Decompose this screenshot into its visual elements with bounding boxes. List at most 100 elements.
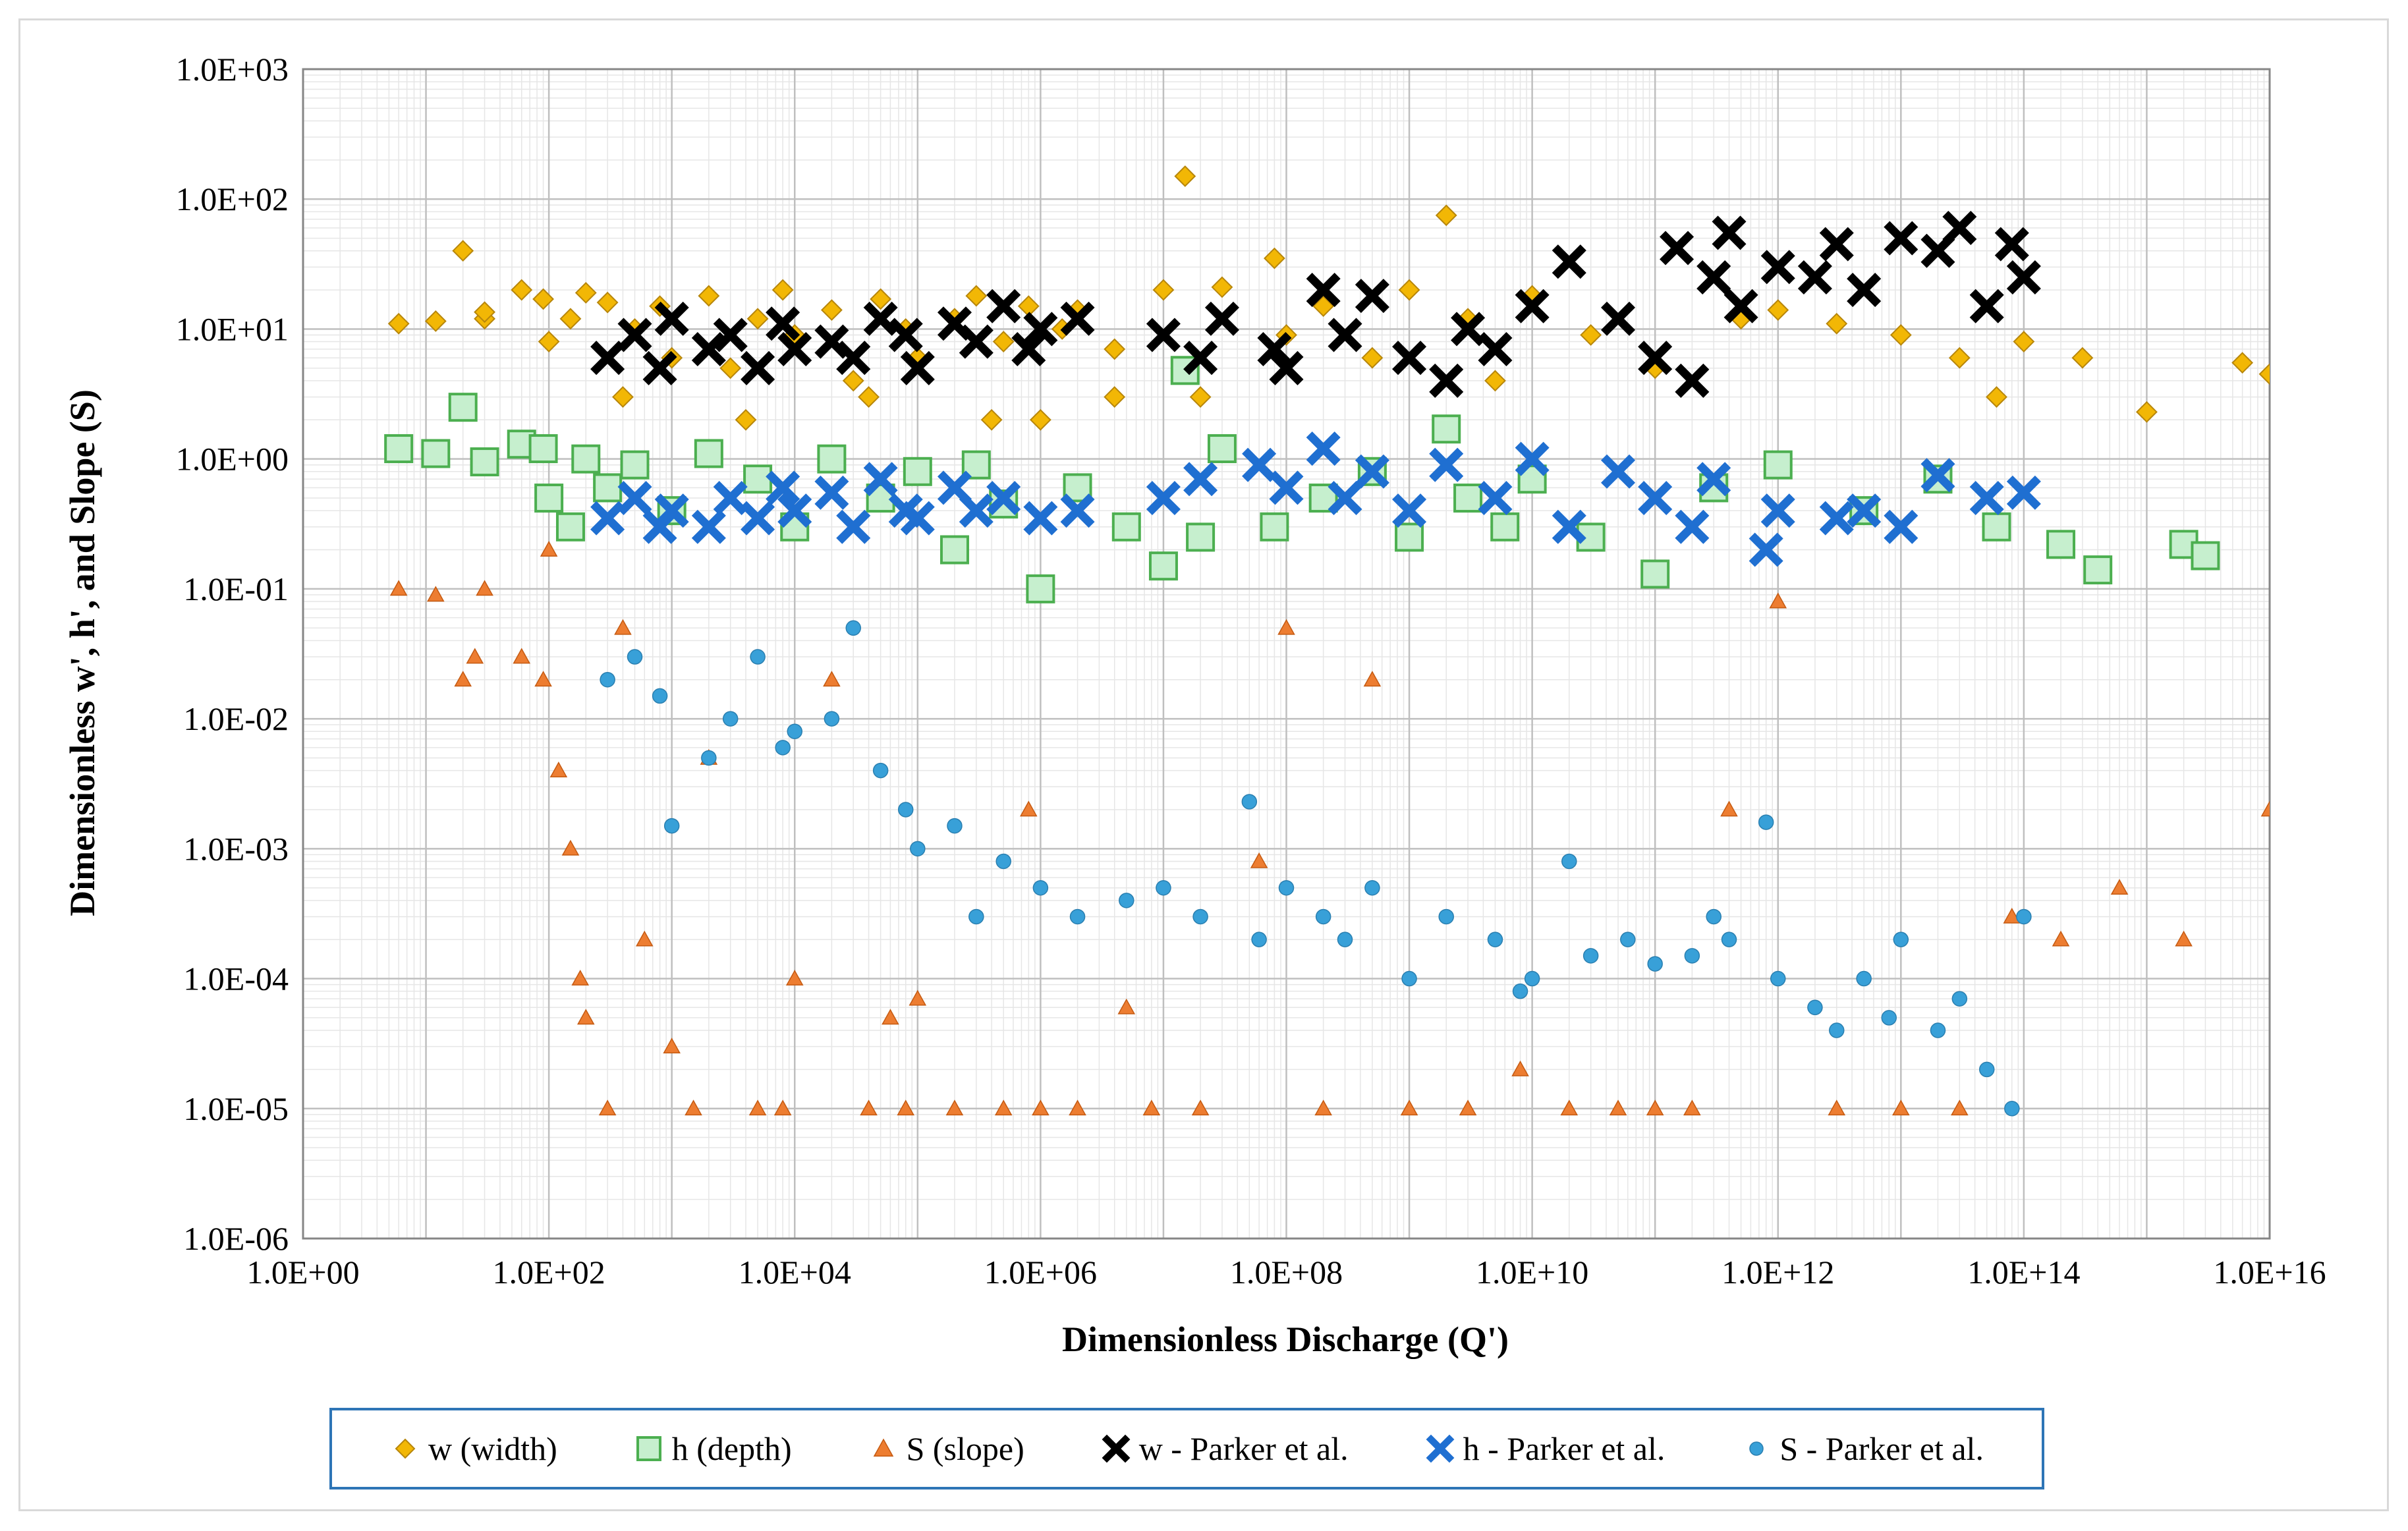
data-point [1856, 970, 1872, 987]
data-point [1328, 481, 1362, 516]
data-point [766, 306, 800, 341]
data-point [387, 312, 410, 335]
data-point [1020, 800, 1038, 817]
data-point [1758, 814, 1774, 830]
legend-marker-shape [1426, 1434, 1454, 1463]
data-point [1920, 233, 1955, 268]
data-point [577, 1009, 595, 1025]
data-point [1257, 331, 1292, 367]
data-point [1211, 276, 1233, 298]
data-point [1683, 1100, 1701, 1116]
data-point [1029, 408, 1051, 431]
data-point [1524, 970, 1540, 987]
data-point [1638, 481, 1673, 516]
data-point [1696, 260, 1731, 294]
data-point [470, 447, 499, 477]
data-point [1978, 1061, 1995, 1078]
data-point [1314, 1100, 1332, 1116]
data-point [2052, 930, 2070, 947]
data-point [2136, 401, 2158, 423]
data-point [1111, 512, 1141, 542]
data-point [511, 279, 533, 301]
data-point [785, 970, 804, 986]
data-point [1451, 312, 1486, 347]
data-point [1278, 879, 1295, 896]
data-point [1696, 462, 1731, 497]
y-tick-label: 1.0E+03 [176, 51, 289, 88]
data-point [614, 619, 632, 635]
data-point [474, 301, 495, 323]
data-point [1951, 1100, 1969, 1116]
data-point [1315, 908, 1331, 925]
data-point [1429, 363, 1464, 398]
data-point [685, 1100, 702, 1116]
data-point [1601, 301, 1636, 336]
data-point [1269, 470, 1304, 505]
data-point [897, 1100, 915, 1116]
data-point [1011, 331, 1046, 367]
data-point [2006, 260, 2041, 294]
data-point [600, 671, 615, 688]
data-point [1250, 852, 1268, 868]
data-point [448, 393, 478, 422]
data-point [860, 1100, 878, 1116]
data-point [1512, 983, 1528, 999]
legend-label: S (slope) [906, 1430, 1024, 1467]
data-point [1484, 370, 1506, 392]
data-point [836, 341, 871, 376]
data-point [1432, 414, 1461, 444]
data-point [900, 350, 935, 385]
data-point [1260, 512, 1289, 542]
data-point [845, 620, 862, 636]
data-point [1601, 454, 1636, 489]
data-point [1241, 794, 1258, 810]
data-point [1951, 991, 1968, 1007]
data-point [549, 762, 568, 777]
data-point [1060, 301, 1095, 336]
data-point [1152, 279, 1175, 301]
data-point [593, 473, 623, 503]
data-point [863, 301, 898, 336]
data-point [1948, 347, 1971, 369]
data-point [2083, 555, 2113, 585]
data-point [1884, 221, 1918, 256]
data-point [1363, 671, 1382, 687]
data-point [654, 301, 689, 336]
data-point [2231, 352, 2254, 374]
data-point [421, 439, 451, 468]
data-point [1174, 165, 1196, 187]
data-point [820, 299, 843, 321]
data-point [2260, 800, 2270, 817]
data-point [1706, 908, 1722, 925]
data-point [1684, 948, 1700, 964]
data-point [691, 331, 726, 367]
data-point [1920, 458, 1955, 493]
data-point [1104, 338, 1126, 360]
y-tick-label: 1.0E+01 [176, 310, 289, 347]
data-point [534, 671, 552, 687]
legend-label: w - Parker et al. [1138, 1430, 1349, 1467]
data-point [1982, 512, 2011, 542]
y-tick-label: 1.0E-01 [183, 571, 289, 607]
data-point [1146, 318, 1181, 352]
data-point [1884, 509, 1918, 544]
data-point [1847, 273, 1882, 308]
scatter-plot: 1.0E-06 1.0E-05 1.0E-04 1.0E-03 1.0E-02 1.0E-… [63, 51, 2326, 1359]
data-point [713, 481, 748, 516]
data-point [452, 240, 474, 262]
legend-marker-shape [636, 1436, 661, 1461]
series-layer [384, 165, 2270, 1117]
data-point [1515, 289, 1550, 323]
data-point [1994, 227, 2029, 262]
data-point [1117, 998, 1136, 1015]
data-point [1398, 279, 1420, 301]
series-3-points [590, 210, 2041, 398]
data-point [389, 580, 408, 596]
data-point [1942, 210, 1977, 245]
data-point [909, 989, 927, 1006]
legend-item: S - Parker et al. [1741, 1430, 1984, 1468]
data-point [1582, 948, 1599, 964]
data-point [1646, 1100, 1664, 1116]
data-point [1881, 1010, 1897, 1026]
legend-marker-cross [1102, 1434, 1131, 1463]
